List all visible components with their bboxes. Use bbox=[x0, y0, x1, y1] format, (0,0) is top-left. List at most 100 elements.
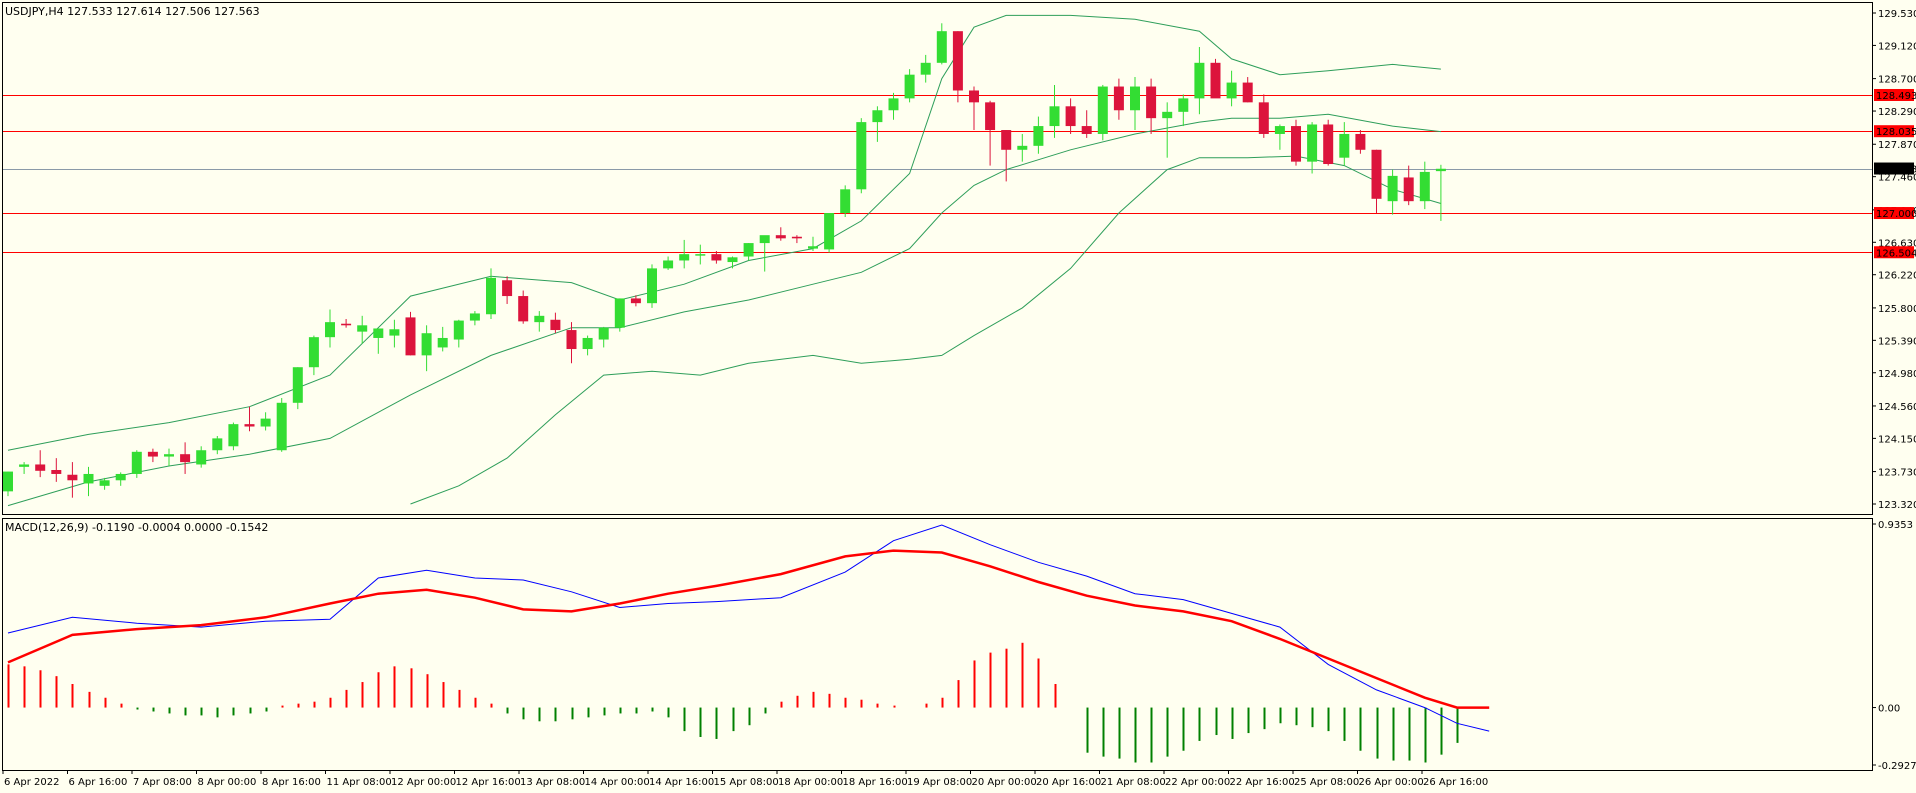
candle-body bbox=[566, 330, 577, 350]
candle-body bbox=[1146, 86, 1157, 119]
candle-body bbox=[453, 320, 464, 340]
time-tick-label: 18 Apr 16:00 bbox=[843, 777, 908, 788]
price-tick-label: 126.220 bbox=[1878, 271, 1916, 282]
candle-body bbox=[1355, 133, 1366, 150]
time-tick-label: 22 Apr 00:00 bbox=[1165, 777, 1230, 788]
time-tick-label: 21 Apr 08:00 bbox=[1101, 777, 1166, 788]
candle-body bbox=[196, 450, 207, 465]
candle-body bbox=[437, 337, 448, 348]
candle-body bbox=[469, 313, 480, 321]
price-tick-label: 128.700 bbox=[1878, 75, 1916, 86]
candle-body bbox=[791, 236, 802, 239]
macd-title: MACD(12,26,9) -0.1190 -0.0004 0.0000 -0.… bbox=[5, 521, 268, 534]
price-tick-label: 126.630 bbox=[1878, 238, 1916, 249]
candle-body bbox=[936, 31, 947, 63]
level-price-label: 127.000 bbox=[1876, 209, 1916, 220]
candle-body bbox=[1049, 106, 1060, 127]
current-price-label: 127.563 bbox=[1876, 165, 1916, 176]
candle-body bbox=[969, 90, 979, 103]
level-price-tag bbox=[1874, 246, 1914, 259]
candle-body bbox=[1194, 62, 1205, 99]
candle-body bbox=[502, 280, 513, 297]
candle-body bbox=[985, 102, 996, 131]
candle-body bbox=[1097, 86, 1108, 134]
candle-body bbox=[1001, 130, 1012, 150]
bollinger-middle-line bbox=[7, 113, 1441, 507]
candle-body bbox=[405, 317, 416, 356]
candle-body bbox=[1226, 82, 1237, 99]
candle-body bbox=[904, 74, 915, 99]
candle-body bbox=[99, 480, 110, 486]
time-tick-label: 18 Apr 00:00 bbox=[778, 777, 843, 788]
time-tick-label: 7 Apr 08:00 bbox=[133, 777, 192, 788]
macd-tick-label: -0.2927 bbox=[1878, 761, 1916, 772]
time-tick-label: 22 Apr 16:00 bbox=[1230, 777, 1295, 788]
level-price-label: 128.493 bbox=[1876, 91, 1916, 102]
price-pane[interactable] bbox=[2, 2, 1873, 515]
price-tick-label: 123.320 bbox=[1878, 500, 1916, 511]
candle-body bbox=[83, 473, 94, 484]
price-tick-label: 123.730 bbox=[1878, 468, 1916, 479]
macd-tick-label: 0.00 bbox=[1878, 704, 1900, 715]
price-tick-label: 127.460 bbox=[1878, 173, 1916, 184]
candle-body bbox=[212, 438, 223, 451]
candle-body bbox=[888, 98, 899, 111]
level-price-tag bbox=[1874, 125, 1914, 138]
time-tick-label: 14 Apr 00:00 bbox=[585, 777, 650, 788]
candle-body bbox=[872, 110, 883, 123]
current-price-tag bbox=[1874, 162, 1914, 175]
candle-body bbox=[486, 277, 496, 315]
candle-body bbox=[1307, 124, 1318, 162]
price-tick-label: 125.390 bbox=[1878, 336, 1916, 347]
level-price-label: 128.035 bbox=[1876, 127, 1916, 138]
candle-body bbox=[1081, 126, 1092, 134]
candle-body bbox=[614, 298, 625, 328]
candle-body bbox=[19, 464, 30, 467]
candle-body bbox=[711, 254, 722, 261]
candle-body bbox=[1339, 133, 1350, 158]
candle-body bbox=[308, 337, 319, 368]
price-tick-label: 129.530 bbox=[1878, 9, 1916, 20]
candle-body bbox=[598, 327, 609, 340]
price-tick-label: 129.120 bbox=[1878, 41, 1916, 52]
candle-body bbox=[1033, 126, 1044, 146]
macd-pane[interactable] bbox=[2, 518, 1873, 771]
candle-body bbox=[244, 424, 255, 427]
candle-body bbox=[1274, 126, 1285, 134]
time-tick-label: 8 Apr 16:00 bbox=[262, 777, 321, 788]
macd-tick-label: 0.9353 bbox=[1878, 520, 1913, 531]
price-tick-label: 127.870 bbox=[1878, 140, 1916, 151]
candle-body bbox=[357, 325, 368, 332]
candle-body bbox=[759, 235, 770, 244]
candle-body bbox=[1291, 126, 1301, 162]
candle-body bbox=[131, 451, 142, 474]
time-tick-label: 11 Apr 08:00 bbox=[327, 777, 392, 788]
time-tick-label: 14 Apr 16:00 bbox=[649, 777, 714, 788]
candle-body bbox=[1258, 102, 1269, 134]
price-tick-label: 124.560 bbox=[1878, 402, 1916, 413]
time-tick-label: 26 Apr 00:00 bbox=[1359, 777, 1424, 788]
time-tick-label: 12 Apr 16:00 bbox=[456, 777, 521, 788]
time-tick-label: 26 Apr 16:00 bbox=[1423, 777, 1488, 788]
candle-body bbox=[1371, 149, 1382, 199]
candle-body bbox=[292, 367, 303, 403]
candle-body bbox=[840, 189, 851, 214]
level-price-tag bbox=[1874, 207, 1914, 220]
candle-body bbox=[389, 329, 400, 336]
candle-body bbox=[679, 254, 690, 261]
price-tick-label: 124.980 bbox=[1878, 369, 1916, 380]
time-tick-label: 20 Apr 16:00 bbox=[1036, 777, 1101, 788]
candle-body bbox=[115, 473, 126, 481]
candle-body bbox=[775, 235, 786, 239]
candle-body bbox=[1419, 171, 1430, 202]
candle-body bbox=[1162, 111, 1173, 119]
price-tick-label: 125.800 bbox=[1878, 304, 1916, 315]
candle-body bbox=[325, 322, 335, 338]
candle-body bbox=[260, 418, 271, 427]
level-price-label: 126.504 bbox=[1876, 248, 1916, 259]
candle-body bbox=[1065, 106, 1076, 127]
candle-body bbox=[663, 260, 674, 269]
candle-body bbox=[180, 454, 191, 463]
time-tick-label: 13 Apr 08:00 bbox=[520, 777, 585, 788]
